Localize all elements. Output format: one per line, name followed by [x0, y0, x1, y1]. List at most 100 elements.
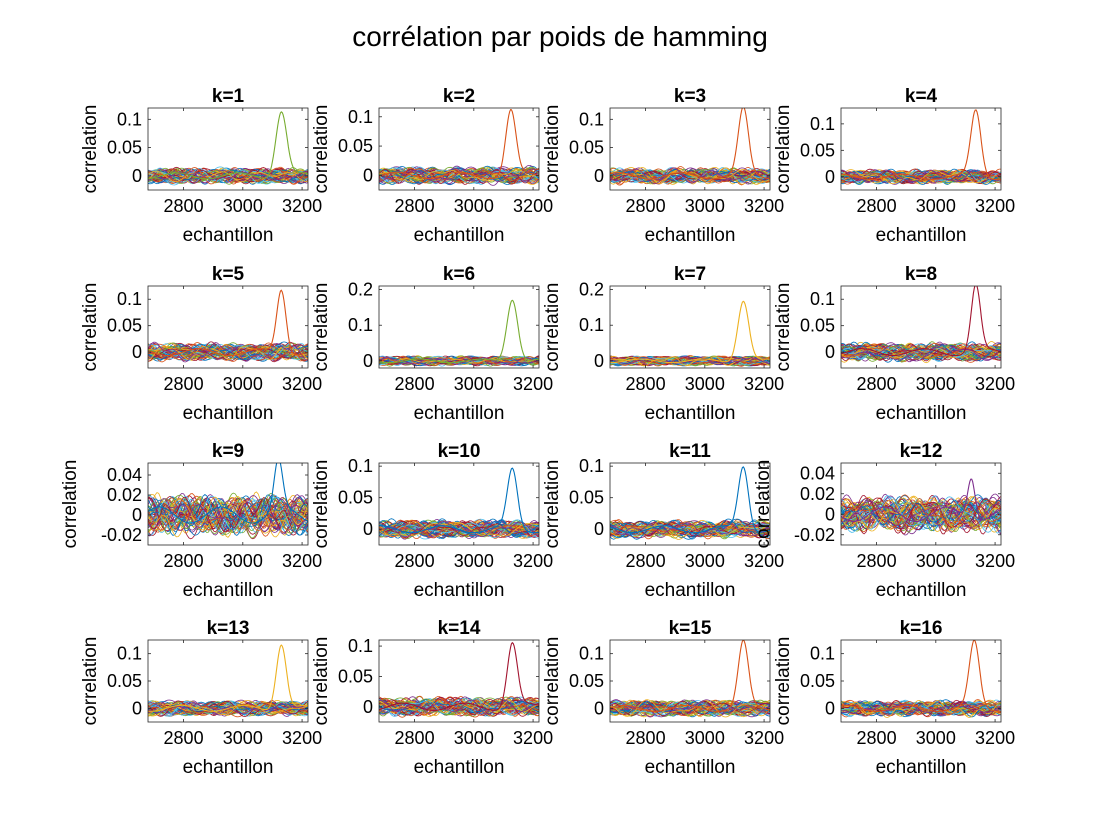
x-tick-label: 2800	[395, 551, 435, 571]
traces	[379, 109, 539, 186]
figure-title: corrélation par poids de hamming	[352, 21, 768, 52]
noise-series	[148, 699, 308, 717]
x-axis-label: echantillon	[183, 403, 274, 424]
x-tick-label: 3000	[223, 551, 263, 571]
subplot-8: 2800 3000 3200 0 0.05 0.1 k=8 echantillon correl…	[773, 264, 1015, 424]
x-axis-label: echantillon	[183, 757, 274, 778]
x-tick-label: 3200	[282, 374, 322, 394]
peak-series	[148, 111, 308, 180]
subplot-title: k=12	[900, 441, 943, 462]
y-tick-label: 0.02	[107, 485, 142, 505]
noise-series	[379, 357, 539, 365]
subplot-7: 2800 3000 3200 0 0.1 0.2 k=7 echantillon correla…	[542, 264, 784, 424]
y-axis-label: correlation	[80, 105, 101, 194]
subplot-title: k=10	[438, 441, 481, 462]
x-tick-label: 3000	[454, 728, 494, 748]
axes-box	[609, 462, 771, 546]
y-axis-label: correlation	[542, 637, 563, 726]
x-tick-label: 3200	[282, 728, 322, 748]
traces	[841, 478, 1001, 536]
peak-series	[610, 300, 770, 364]
subplot-1: 2800 3000 3200 0 0.05 0.1 k=1 echantillon correl…	[80, 86, 322, 246]
noise-series	[379, 521, 539, 537]
noise-series	[148, 170, 308, 182]
x-tick-label: 3000	[685, 728, 725, 748]
y-tick-label: 0.05	[800, 671, 835, 691]
y-tick-label: 0	[363, 697, 373, 717]
x-tick-label: 3200	[282, 551, 322, 571]
noise-series	[610, 169, 770, 182]
axes-box	[609, 107, 771, 191]
subplot-14: 2800 3000 3200 0 0.05 0.1 k=14 echantillon corre…	[311, 618, 553, 778]
subplot-title: k=3	[674, 86, 706, 107]
subplot-4: 2800 3000 3200 0 0.05 0.1 k=4 echantillon correl…	[773, 86, 1015, 246]
y-tick-label: 0.1	[579, 109, 604, 129]
y-tick-label: 0.05	[338, 666, 373, 686]
x-axis-label: echantillon	[414, 757, 505, 778]
y-tick-label: 0.02	[800, 484, 835, 504]
x-tick-label: 3200	[744, 374, 784, 394]
noise-series	[610, 702, 770, 714]
noise-series	[148, 167, 308, 185]
x-tick-label: 2800	[164, 374, 204, 394]
traces	[379, 641, 539, 718]
y-tick-label: 0.2	[348, 280, 373, 300]
subplot-grid: 2800 3000 3200 0 0.05 0.1 k=1 echantillon correl…	[60, 86, 1015, 778]
subplot-6: 2800 3000 3200 0 0.1 0.2 k=6 echantillon correla…	[311, 264, 553, 424]
x-tick-label: 3000	[454, 374, 494, 394]
x-tick-label: 3200	[513, 728, 553, 748]
y-tick-label: 0	[594, 698, 604, 718]
y-tick-label: 0.1	[117, 289, 142, 309]
y-tick-label: -0.02	[794, 525, 835, 545]
y-tick-label: -0.02	[101, 525, 142, 545]
traces	[610, 640, 770, 718]
y-tick-label: 0.05	[800, 140, 835, 160]
y-tick-label: 0.05	[107, 671, 142, 691]
noise-series	[841, 172, 1001, 182]
subplot-13: 2800 3000 3200 0 0.05 0.1 k=13 echantillon corre…	[80, 618, 322, 778]
y-tick-label: 0.05	[800, 316, 835, 336]
x-axis-label: echantillon	[645, 403, 736, 424]
x-tick-label: 2800	[626, 728, 666, 748]
noise-series	[148, 499, 308, 531]
noise-series	[379, 169, 539, 182]
y-tick-label: 0	[363, 519, 373, 539]
noise-series	[379, 521, 539, 538]
noise-series	[610, 699, 770, 718]
x-tick-label: 3200	[513, 374, 553, 394]
x-tick-label: 3200	[975, 551, 1015, 571]
y-axis-label: correlation	[542, 460, 563, 549]
y-tick-label: 0.1	[579, 315, 604, 335]
noise-series	[148, 171, 308, 181]
y-tick-label: 0.1	[348, 636, 373, 656]
peak-series	[841, 478, 1001, 522]
axes-box	[147, 285, 309, 369]
noise-series	[610, 355, 770, 367]
peak-series	[841, 109, 1001, 180]
y-tick-label: 0	[594, 351, 604, 371]
noise-series	[148, 345, 308, 359]
noise-series	[148, 701, 308, 715]
noise-series	[841, 699, 1001, 718]
subplot-title: k=11	[669, 441, 711, 462]
x-tick-label: 3200	[744, 551, 784, 571]
x-tick-label: 3000	[685, 374, 725, 394]
y-tick-label: 0	[825, 167, 835, 187]
noise-series	[610, 519, 770, 538]
noise-series	[610, 520, 770, 539]
y-axis-label: correlation	[80, 283, 101, 372]
y-axis-label: correlation	[773, 637, 794, 726]
x-tick-label: 2800	[395, 728, 435, 748]
y-tick-label: 0.05	[107, 138, 142, 158]
y-axis-label: correlation	[311, 105, 332, 194]
peak-series	[379, 467, 539, 534]
subplot-title: k=14	[438, 618, 481, 639]
x-axis-label: echantillon	[876, 403, 967, 424]
subplot-title: k=2	[443, 86, 475, 107]
y-tick-label: 0	[825, 698, 835, 718]
x-tick-label: 3000	[916, 728, 956, 748]
y-tick-label: 0.05	[338, 488, 373, 508]
x-tick-label: 3200	[513, 196, 553, 216]
noise-series	[841, 502, 1001, 527]
